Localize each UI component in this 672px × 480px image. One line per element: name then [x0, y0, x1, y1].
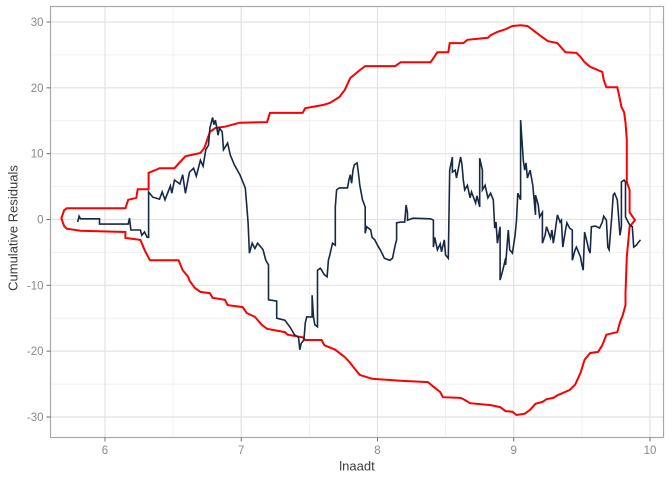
- x-tick-label: 7: [238, 445, 244, 457]
- x-tick-label: 6: [102, 445, 108, 457]
- y-tick-label: 10: [31, 149, 44, 161]
- x-tick-label: 8: [374, 445, 380, 457]
- envelope-path: [60, 24, 637, 417]
- y-tick-label: -30: [27, 412, 44, 424]
- panel-border: [49, 5, 665, 439]
- x-axis-title: lnaadt: [339, 458, 375, 474]
- y-tick-label: 30: [31, 17, 44, 29]
- residuals-path: [76, 117, 642, 350]
- y-tick-label: -10: [27, 280, 44, 292]
- x-tick-label: 10: [644, 445, 657, 457]
- y-tick-label: 20: [31, 83, 44, 95]
- x-tick-label: 9: [511, 445, 517, 457]
- y-axis-title: Cumulative Residuals: [5, 165, 21, 291]
- y-tick-label: -20: [27, 346, 44, 358]
- y-tick-label: 0: [37, 215, 43, 227]
